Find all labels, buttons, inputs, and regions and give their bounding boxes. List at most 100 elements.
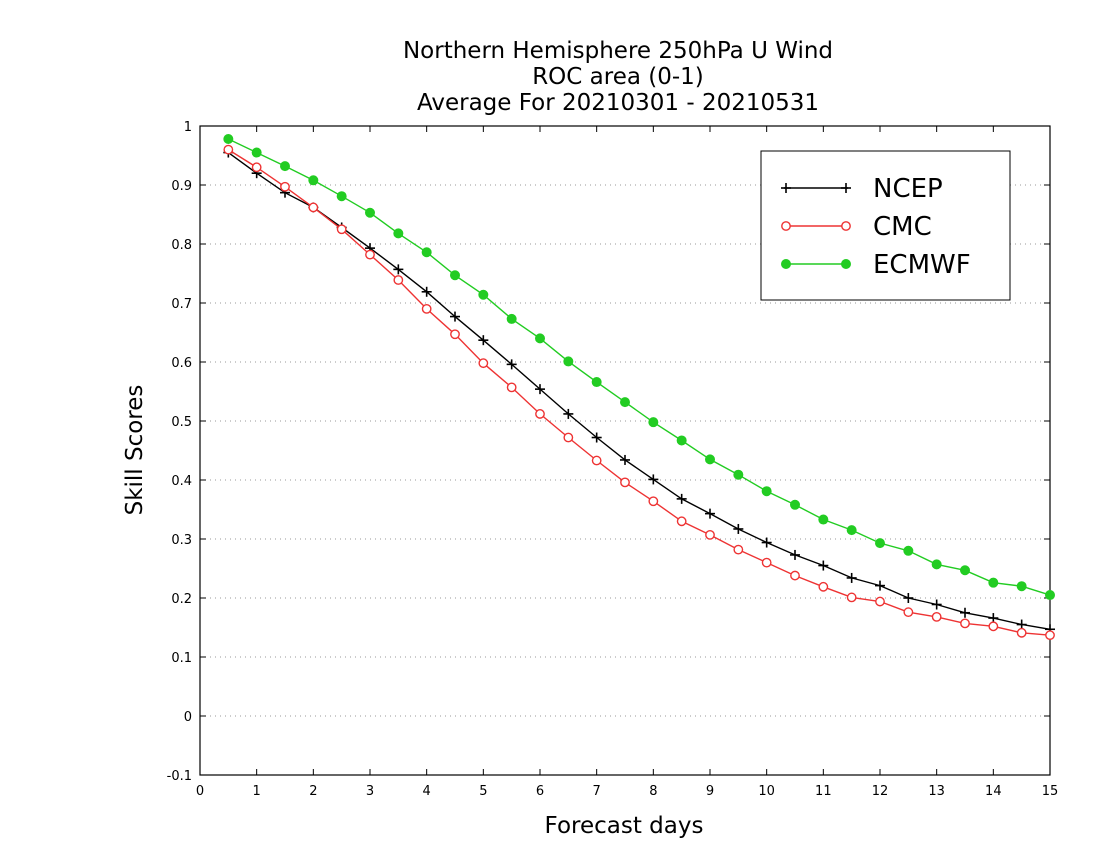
legend-item-ecmwf: ECMWF: [781, 250, 971, 280]
data-point-ecmwf: [308, 175, 319, 186]
data-point-ncep: [421, 286, 432, 297]
data-point-cmc: [648, 496, 659, 507]
y-tick-label: 0.5: [171, 415, 192, 430]
x-tick-label: 13: [928, 784, 945, 799]
legend-marker-cmc: [781, 221, 791, 231]
y-tick-label: 0.9: [171, 179, 192, 194]
series-cmc: [223, 144, 1055, 641]
data-point-cmc: [535, 409, 545, 419]
data-point-ecmwf: [733, 469, 744, 480]
data-point-ecmwf: [875, 538, 885, 549]
y-tick-label: 0.3: [171, 533, 192, 548]
series-line-ecmwf: [227, 138, 1051, 596]
data-point-ncep: [676, 493, 687, 504]
data-point-ecmwf: [535, 333, 545, 344]
legend-marker-ecmwf: [781, 259, 791, 269]
data-point-cmc: [733, 544, 744, 555]
data-point-cmc: [705, 529, 715, 540]
chart-title: Northern Hemisphere 250hPa U Wind ROC ar…: [403, 38, 833, 116]
x-tick-label: 3: [366, 784, 374, 799]
data-point-cmc: [988, 621, 999, 632]
series-ncep: [223, 147, 1055, 635]
y-axis-label: Skill Scores: [122, 385, 148, 516]
legend-box: [760, 150, 1011, 301]
data-point-ecmwf: [790, 499, 800, 510]
data-point-ncep: [733, 523, 744, 534]
x-tick-label: 12: [872, 784, 889, 799]
x-tick-label: 9: [706, 784, 714, 799]
x-tick-label: 14: [985, 784, 1002, 799]
data-point-ecmwf: [960, 565, 970, 576]
data-point-cmc: [846, 592, 857, 603]
legend-marker-ecmwf: [841, 259, 851, 269]
data-point-ecmwf: [903, 545, 914, 556]
y-tick-label: 0.6: [171, 356, 192, 371]
data-point-cmc: [450, 329, 460, 340]
data-point-ncep: [988, 613, 999, 624]
data-point-ecmwf: [648, 417, 659, 428]
y-tick-label: 0.2: [171, 592, 192, 607]
y-tick-label: -0.1: [167, 769, 192, 784]
x-tick-label: 10: [758, 784, 775, 799]
data-point-ecmwf: [1045, 590, 1055, 601]
data-point-ecmwf: [620, 397, 630, 408]
data-point-ncep: [846, 572, 857, 583]
data-point-ecmwf: [421, 247, 432, 258]
data-point-ecmwf: [931, 559, 942, 570]
data-point-ncep: [705, 508, 715, 519]
data-point-cmc: [620, 477, 630, 488]
x-tick-label: 1: [253, 784, 261, 799]
data-point-cmc: [761, 557, 772, 568]
data-point-ecmwf: [818, 514, 829, 525]
data-point-ecmwf: [478, 289, 489, 300]
data-point-ncep: [393, 264, 404, 275]
legend-label-cmc: CMC: [873, 212, 932, 242]
data-point-ecmwf: [563, 356, 574, 367]
y-tick-label: 0.1: [171, 651, 192, 666]
data-point-ecmwf: [280, 161, 290, 172]
data-point-cmc: [790, 570, 800, 581]
legend-label-ecmwf: ECMWF: [873, 250, 971, 280]
legend-marker-cmc: [841, 221, 851, 231]
data-point-ecmwf: [336, 191, 347, 202]
data-point-cmc: [931, 611, 942, 622]
data-point-ncep: [931, 599, 942, 610]
data-point-ncep: [903, 593, 914, 603]
series-layer: [223, 133, 1055, 641]
legend-item-cmc: CMC: [781, 212, 932, 242]
y-tick-label: 0.8: [171, 238, 192, 253]
legend: NCEP CMC ECMWF: [760, 150, 1011, 301]
legend-label-ncep: NCEP: [873, 174, 943, 204]
data-point-ncep: [818, 560, 829, 571]
data-point-ecmwf: [223, 133, 234, 144]
y-tick-label: 0.4: [171, 474, 192, 489]
y-axis-ticks: -0.1 0 0.1 0.2 0.3 0.4 0.5 0.6 0.7 0.8 0.9 1: [167, 120, 1050, 784]
data-point-ecmwf: [761, 486, 772, 497]
data-point-cmc: [336, 224, 347, 235]
chart-title-line-1: Northern Hemisphere 250hPa U Wind: [403, 38, 833, 64]
data-point-ncep: [506, 359, 517, 370]
y-tick-label: 0.7: [171, 297, 192, 312]
data-point-cmc: [903, 607, 914, 618]
data-point-ncep: [478, 335, 489, 346]
data-point-ecmwf: [506, 313, 517, 324]
legend-marker-ncep: [841, 183, 851, 193]
data-point-cmc: [308, 202, 319, 213]
data-point-ncep: [591, 432, 602, 443]
x-tick-label: 5: [479, 784, 487, 799]
data-point-ncep: [761, 537, 772, 548]
data-point-ncep: [648, 474, 659, 485]
data-point-ecmwf: [1016, 581, 1027, 592]
data-point-cmc: [251, 162, 262, 173]
data-point-ecmwf: [393, 228, 404, 239]
plot-frame: [199, 125, 1051, 776]
data-point-ncep: [620, 454, 630, 465]
data-point-ecmwf: [705, 454, 715, 465]
legend-item-ncep: NCEP: [781, 174, 943, 204]
data-point-ncep: [960, 607, 970, 618]
series-ecmwf: [223, 133, 1055, 601]
data-point-cmc: [223, 144, 234, 155]
data-point-cmc: [591, 455, 602, 466]
x-axis-ticks: 0 1 2 3 4 5 6 7 8 9 10 11 12 13 14 15: [196, 126, 1058, 799]
